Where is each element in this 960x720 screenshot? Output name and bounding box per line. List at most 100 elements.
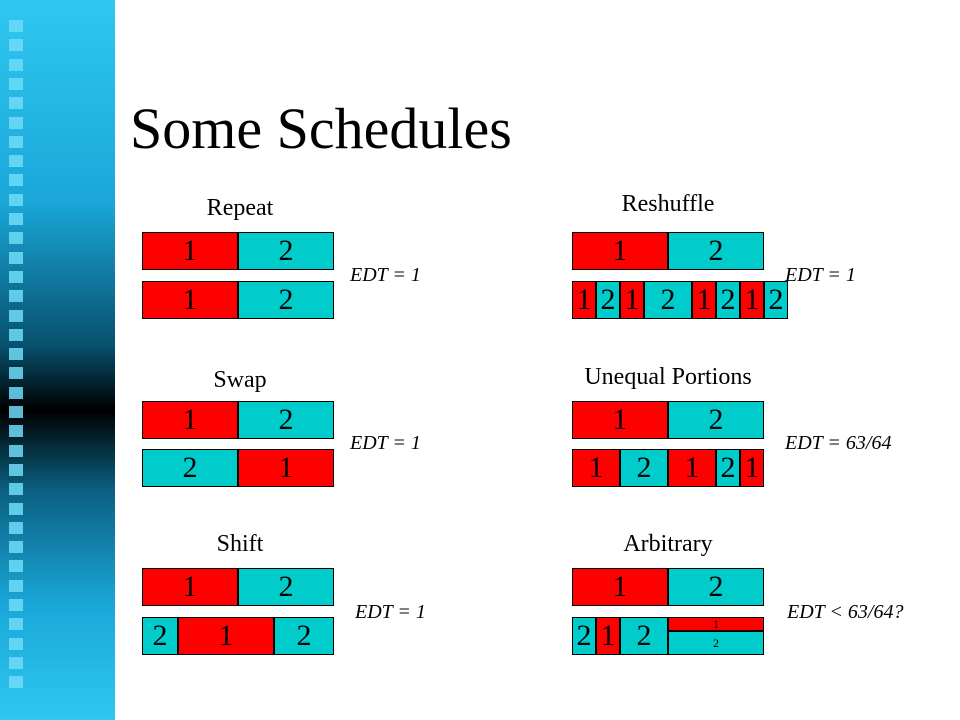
task-segment: 1 xyxy=(692,281,716,319)
task-segment: 2 xyxy=(142,617,178,655)
task-segment: 1 xyxy=(178,617,274,655)
task-segment: 2 xyxy=(668,568,764,606)
task-segment: 1 xyxy=(740,281,764,319)
task-segment: 2 xyxy=(238,281,334,319)
sidebar-square xyxy=(9,251,23,264)
sidebar-square xyxy=(9,58,23,71)
task-segment: 1 xyxy=(142,401,238,439)
sidebar-square xyxy=(9,367,23,380)
task-segment: 2 xyxy=(668,631,764,655)
task-segment: 2 xyxy=(596,281,620,319)
task-segment: 2 xyxy=(238,568,334,606)
task-segment: 2 xyxy=(668,401,764,439)
task-segment: 2 xyxy=(238,232,334,270)
square-pattern xyxy=(9,20,25,720)
sidebar-square xyxy=(9,39,23,52)
task-segment: 2 xyxy=(572,617,596,655)
sidebar-square xyxy=(9,463,23,476)
sidebar-square xyxy=(9,483,23,496)
task-segment: 2 xyxy=(764,281,788,319)
edt-label: EDT = 1 xyxy=(785,264,856,286)
task-segment: 2 xyxy=(620,449,668,487)
task-segment: 1 xyxy=(572,568,668,606)
sidebar-square xyxy=(9,676,23,689)
sidebar-square xyxy=(9,193,23,206)
sidebar-square xyxy=(9,386,23,399)
task-segment: 1 xyxy=(572,449,620,487)
task-segment: 1 xyxy=(740,449,764,487)
task-segment: 1 xyxy=(238,449,334,487)
sidebar-square xyxy=(9,20,23,32)
task-segment: 2 xyxy=(668,232,764,270)
sidebar-square xyxy=(9,270,23,283)
sidebar-square xyxy=(9,425,23,438)
sidebar-square xyxy=(9,541,23,554)
sidebar-square xyxy=(9,328,23,341)
schedule-label: Swap xyxy=(213,367,267,393)
task-segment: 2 xyxy=(238,401,334,439)
task-segment: 1 xyxy=(668,449,716,487)
task-segment: 2 xyxy=(620,617,668,655)
sidebar-square xyxy=(9,348,23,361)
sidebar-square xyxy=(9,77,23,90)
task-segment: 1 xyxy=(620,281,644,319)
sidebar-square xyxy=(9,155,23,168)
sidebar-square xyxy=(9,444,23,457)
task-segment: 2 xyxy=(644,281,692,319)
page-title: Some Schedules xyxy=(130,96,512,161)
task-segment: 1 xyxy=(572,401,668,439)
sidebar-square xyxy=(9,232,23,245)
task-segment: 1 xyxy=(142,232,238,270)
sidebar-square xyxy=(9,521,23,534)
sidebar-square xyxy=(9,174,23,187)
sidebar-square xyxy=(9,656,23,669)
sidebar-square xyxy=(9,116,23,129)
sidebar-square xyxy=(9,637,23,650)
task-segment: 2 xyxy=(716,281,740,319)
task-segment: 2 xyxy=(716,449,740,487)
sidebar-square xyxy=(9,599,23,611)
task-segment: 1 xyxy=(142,568,238,606)
schedule-label: Shift xyxy=(216,531,264,557)
task-segment: 1 xyxy=(668,617,764,631)
sidebar-square xyxy=(9,97,23,110)
edt-label: EDT = 1 xyxy=(355,601,426,623)
edt-label: EDT = 63/64 xyxy=(785,432,892,454)
edt-label: EDT = 1 xyxy=(350,264,421,286)
sidebar-square xyxy=(9,290,23,303)
sidebar-square xyxy=(9,135,23,148)
sidebar-decoration xyxy=(0,0,115,720)
task-segment: 2 xyxy=(274,617,334,655)
schedule-label: Repeat xyxy=(206,195,274,221)
schedule-label: Arbitrary xyxy=(623,531,713,557)
schedule-label: Unequal Portions xyxy=(584,364,752,390)
sidebar-square xyxy=(9,560,23,573)
sidebar-square xyxy=(9,213,23,225)
sidebar-square xyxy=(9,618,23,631)
sidebar-square xyxy=(9,309,23,322)
edt-label: EDT = 1 xyxy=(350,432,421,454)
task-segment: 2 xyxy=(142,449,238,487)
task-segment: 1 xyxy=(572,232,668,270)
sidebar-square xyxy=(9,579,23,592)
task-segment: 1 xyxy=(142,281,238,319)
edt-label: EDT < 63/64? xyxy=(787,601,904,623)
sidebar-square xyxy=(9,406,23,418)
task-segment: 1 xyxy=(596,617,620,655)
schedule-label: Reshuffle xyxy=(621,191,715,217)
task-segment: 1 xyxy=(572,281,596,319)
sidebar-square xyxy=(9,502,23,515)
